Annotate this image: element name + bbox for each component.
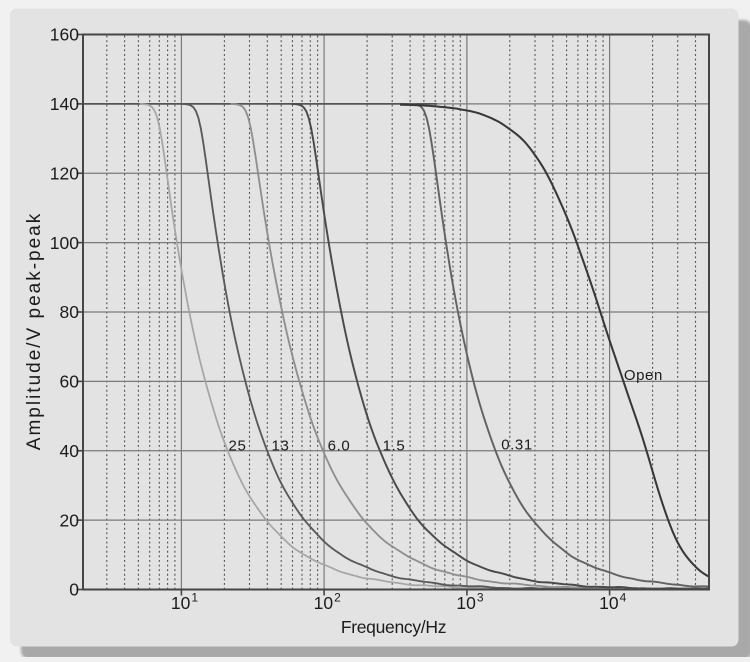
svg-text:13: 13 (272, 438, 290, 455)
svg-text:3: 3 (477, 591, 484, 605)
svg-text:2: 2 (334, 591, 341, 605)
svg-text:Open: Open (624, 367, 663, 384)
svg-text:120: 120 (50, 163, 79, 183)
svg-text:6.0: 6.0 (328, 438, 351, 455)
svg-text:1: 1 (191, 591, 198, 605)
svg-text:80: 80 (60, 302, 80, 322)
svg-text:20: 20 (60, 510, 80, 530)
svg-text:10: 10 (171, 593, 191, 613)
svg-text:100: 100 (50, 233, 79, 253)
svg-text:10: 10 (456, 593, 476, 613)
svg-text:10: 10 (314, 593, 334, 613)
svg-text:10: 10 (599, 593, 619, 613)
svg-text:0.31: 0.31 (501, 437, 533, 454)
svg-text:Frequency/Hz: Frequency/Hz (341, 617, 446, 637)
svg-text:25: 25 (229, 438, 247, 455)
svg-text:160: 160 (50, 25, 79, 45)
svg-text:0: 0 (69, 580, 79, 600)
svg-text:1.5: 1.5 (383, 438, 406, 455)
svg-text:60: 60 (60, 372, 80, 392)
svg-text:40: 40 (60, 441, 80, 461)
svg-text:Amplitude/V peak-peak: Amplitude/V peak-peak (24, 212, 45, 450)
svg-text:140: 140 (50, 94, 79, 114)
svg-text:4: 4 (620, 591, 627, 605)
